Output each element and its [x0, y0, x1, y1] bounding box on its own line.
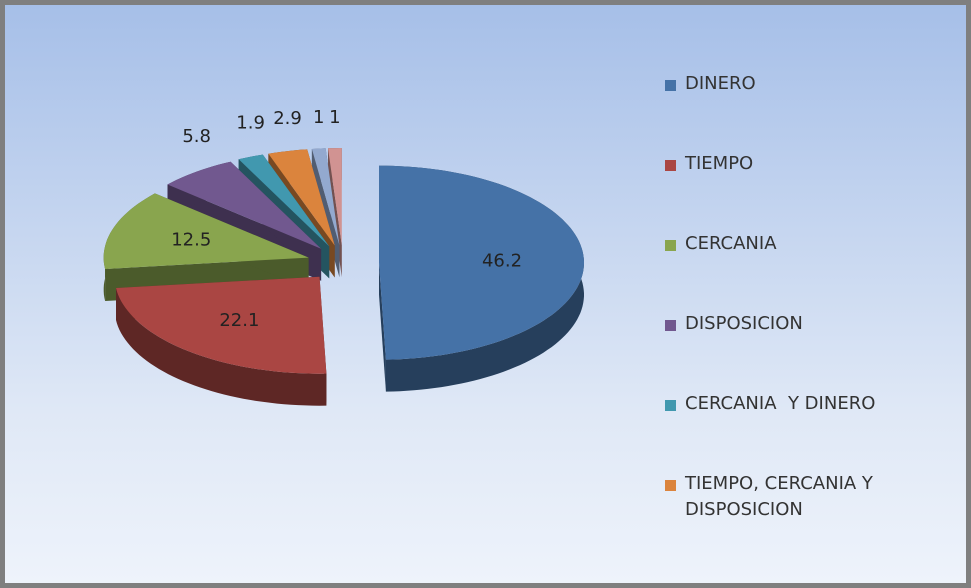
slice-side [116, 288, 327, 406]
slice [103, 193, 309, 269]
data-label: 2.9 [273, 108, 302, 129]
data-label: 1 [313, 107, 324, 128]
legend-swatch [665, 160, 676, 171]
legend-swatch [665, 320, 676, 331]
slice [268, 149, 335, 246]
data-label: 1.9 [236, 113, 265, 134]
legend-label: DISPOSICION [685, 313, 803, 334]
slice [238, 154, 330, 247]
legend-label: CERCANIA Y DINERO [685, 393, 876, 414]
legend-swatch [665, 240, 676, 251]
legend-swatch [665, 80, 676, 91]
plot: 46.2 22.1 12.5 5.8 1.9 2.9 1 1 [103, 107, 584, 406]
slice [379, 165, 584, 360]
legend-label: TIEMPO [685, 153, 754, 174]
data-label: 46.2 [482, 251, 522, 272]
legend-swatch [665, 480, 676, 491]
slice [167, 161, 322, 249]
data-label: 1 [329, 107, 340, 128]
legend-label: DINERO [685, 73, 756, 94]
legend-swatch [665, 400, 676, 411]
slice [328, 148, 342, 245]
data-label: 5.8 [182, 126, 211, 147]
data-label: 22.1 [219, 310, 259, 331]
legend-label: TIEMPO, CERCANIA Y DISPOSICION [685, 473, 879, 520]
slice [116, 276, 327, 374]
legend-label: CERCANIA [685, 233, 777, 254]
slice [311, 148, 340, 246]
slice-side [379, 262, 386, 392]
data-label: 12.5 [171, 229, 211, 250]
